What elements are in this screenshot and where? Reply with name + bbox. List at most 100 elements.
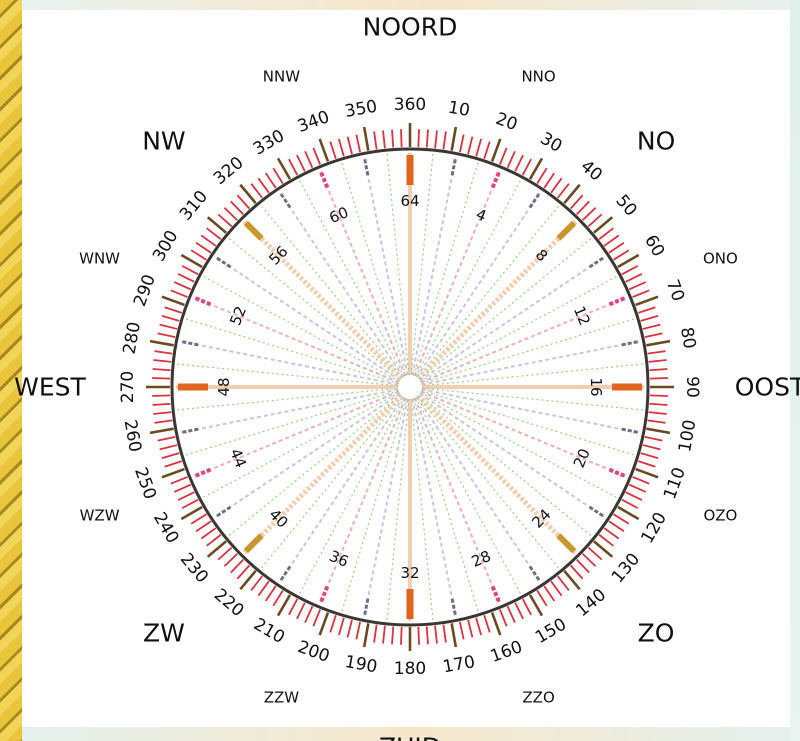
streek-line-5: [415, 180, 521, 377]
streek-line-15: [421, 363, 643, 387]
minor-tick-264: [153, 411, 172, 415]
streek-line-30: [411, 398, 457, 617]
minor-tick-312: [217, 213, 233, 228]
minor-tick-344: [338, 138, 345, 157]
streek-marker-26: [528, 565, 541, 581]
direction-label-wnw: WNW: [79, 249, 120, 267]
minor-tick-28: [521, 158, 532, 176]
major-tick-320: [239, 183, 257, 204]
major-tick-30: [528, 157, 544, 180]
minor-tick-118: [621, 498, 639, 509]
intercardinal-label-nw: NW: [142, 126, 185, 155]
streek-line-21: [420, 392, 617, 498]
streek-marker-36: [319, 583, 330, 603]
minor-tick-288: [164, 306, 183, 314]
background-strip-right: [790, 0, 800, 741]
degree-label-360: 360: [394, 95, 426, 115]
streek-marker-38: [279, 565, 292, 581]
minor-tick-318: [236, 194, 251, 210]
streek-line-63: [386, 154, 410, 376]
streek-line-59: [299, 180, 405, 377]
minor-tick-134: [582, 553, 597, 567]
cardinal-label-noord: NOORD: [363, 13, 458, 42]
streek-line-4: [413, 170, 501, 377]
minor-tick-58: [613, 249, 630, 261]
minor-tick-202: [312, 609, 321, 627]
minor-tick-238: [190, 513, 207, 525]
streek-label-28: 28: [469, 547, 494, 571]
streek-line-42: [214, 392, 401, 518]
minor-tick-54: [603, 234, 620, 247]
minor-tick-142: [557, 575, 570, 591]
minor-tick-304: [195, 241, 212, 254]
streek-line-39: [261, 395, 403, 569]
major-tick-50: [593, 216, 614, 234]
minor-tick-84: [648, 359, 667, 363]
minor-tick-106: [640, 452, 659, 459]
minor-tick-236: [195, 520, 212, 533]
minor-tick-168: [459, 621, 465, 640]
degree-label-30: 30: [537, 129, 566, 157]
streek-line-53: [203, 276, 400, 382]
degree-label-60: 60: [640, 232, 668, 261]
minor-tick-74: [640, 315, 659, 322]
streek-line-10: [419, 256, 606, 382]
minor-tick-188: [373, 624, 378, 643]
streek-marker-10: [588, 256, 604, 269]
minor-tick-278: [154, 350, 173, 355]
minor-tick-32: [536, 167, 548, 184]
degree-label-270: 270: [118, 371, 138, 403]
streek-line-56: [242, 219, 404, 381]
streek-line-9: [418, 238, 592, 380]
major-tick-210: [276, 594, 292, 617]
major-tick-240: [180, 505, 203, 521]
minor-tick-296: [177, 273, 195, 283]
minor-tick-332: [288, 158, 299, 176]
minor-tick-268: [152, 394, 171, 397]
minor-tick-164: [475, 617, 482, 636]
streek-marker-4: [490, 171, 501, 191]
minor-tick-174: [434, 625, 438, 644]
minor-tick-204: [304, 605, 314, 624]
major-tick-40: [563, 183, 581, 204]
major-tick-10: [450, 126, 458, 151]
direction-label-nnw: NNW: [263, 68, 300, 86]
degree-label-20: 20: [493, 109, 520, 135]
minor-tick-194: [346, 619, 353, 638]
minor-tick-286: [161, 315, 180, 322]
minor-tick-242: [181, 498, 199, 509]
major-tick-80: [646, 339, 671, 347]
streek-line-33: [386, 398, 410, 620]
minor-tick-234: [200, 527, 217, 540]
streek-line-14: [421, 340, 640, 386]
minor-tick-42: [569, 194, 584, 210]
degree-label-110: 110: [660, 465, 690, 502]
streek-line-41: [228, 394, 402, 536]
minor-tick-342: [329, 141, 337, 160]
degree-label-40: 40: [577, 156, 606, 185]
minor-tick-298: [181, 265, 199, 276]
direction-label-wzw: WZW: [80, 507, 120, 525]
streek-marker-12: [606, 296, 626, 307]
minor-tick-78: [644, 332, 663, 338]
direction-label-ozo: OZO: [703, 507, 737, 525]
streek-marker-56: [243, 220, 264, 241]
major-tick-100: [646, 427, 671, 435]
minor-tick-148: [536, 590, 548, 607]
minor-tick-336: [304, 150, 314, 169]
minor-tick-178: [417, 626, 420, 645]
minor-tick-244: [177, 491, 195, 501]
streek-line-45: [185, 389, 399, 456]
minor-tick-36: [550, 177, 563, 194]
degree-label-290: 290: [130, 272, 160, 309]
degree-label-310: 310: [176, 187, 212, 225]
degree-label-90: 90: [682, 376, 702, 398]
streek-line-37: [299, 397, 405, 594]
streek-label-32: 32: [400, 564, 419, 582]
minor-tick-26: [514, 154, 524, 172]
major-tick-280: [149, 339, 174, 347]
degree-label-150: 150: [532, 614, 570, 648]
streek-line-28: [413, 397, 501, 604]
streek-line-6: [415, 191, 541, 378]
streek-line-36: [319, 397, 407, 604]
